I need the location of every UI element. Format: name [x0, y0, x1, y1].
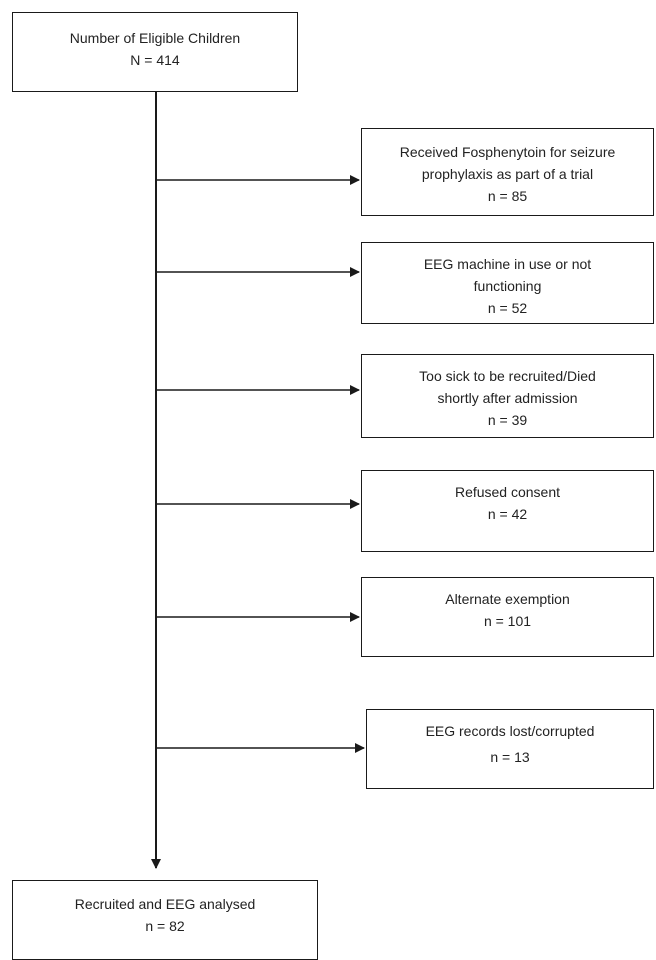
- exclusion-count: n = 42: [487, 506, 528, 522]
- exclusion-count: n = 85: [487, 188, 528, 204]
- recruited-analysed-label: Recruited and EEG analysed: [74, 896, 256, 912]
- exclusion-label-line: Received Fosphenytoin for seizure: [399, 144, 616, 160]
- eligible-children-count: N = 414: [130, 52, 180, 68]
- recruited-analysed-count: n = 82: [145, 918, 185, 934]
- exclusion-box-eeg-records-lost: EEG records lost/corrupted n = 13: [366, 709, 654, 789]
- exclusion-count: n = 39: [487, 412, 528, 428]
- exclusion-count: n = 13: [490, 749, 530, 765]
- exclusion-label-line: Too sick to be recruited/Died: [419, 368, 596, 384]
- exclusion-label-line: Alternate exemption: [445, 591, 570, 607]
- exclusion-count: n = 101: [483, 613, 532, 629]
- exclusion-label-line: EEG machine in use or not: [423, 256, 592, 272]
- exclusion-label-line: functioning: [473, 278, 542, 294]
- exclusion-label-line: Refused consent: [454, 484, 561, 500]
- exclusion-box-fosphenytoin: Received Fosphenytoin for seizure prophy…: [361, 128, 654, 216]
- exclusion-count: n = 52: [487, 300, 528, 316]
- exclusion-box-too-sick: Too sick to be recruited/Died shortly af…: [361, 354, 654, 438]
- exclusion-label-line: prophylaxis as part of a trial: [421, 166, 594, 182]
- eligible-children-label: Number of Eligible Children: [69, 30, 241, 46]
- exclusion-label-line: shortly after admission: [437, 390, 578, 406]
- exclusion-box-eeg-machine: EEG machine in use or not functioning n …: [361, 242, 654, 324]
- recruited-analysed-box: Recruited and EEG analysed n = 82: [12, 880, 318, 960]
- exclusion-box-alternate-exemption: Alternate exemption n = 101: [361, 577, 654, 657]
- eligible-children-box: Number of Eligible Children N = 414: [12, 12, 298, 92]
- exclusion-label-line: EEG records lost/corrupted: [425, 723, 595, 739]
- exclusion-box-refused-consent: Refused consent n = 42: [361, 470, 654, 552]
